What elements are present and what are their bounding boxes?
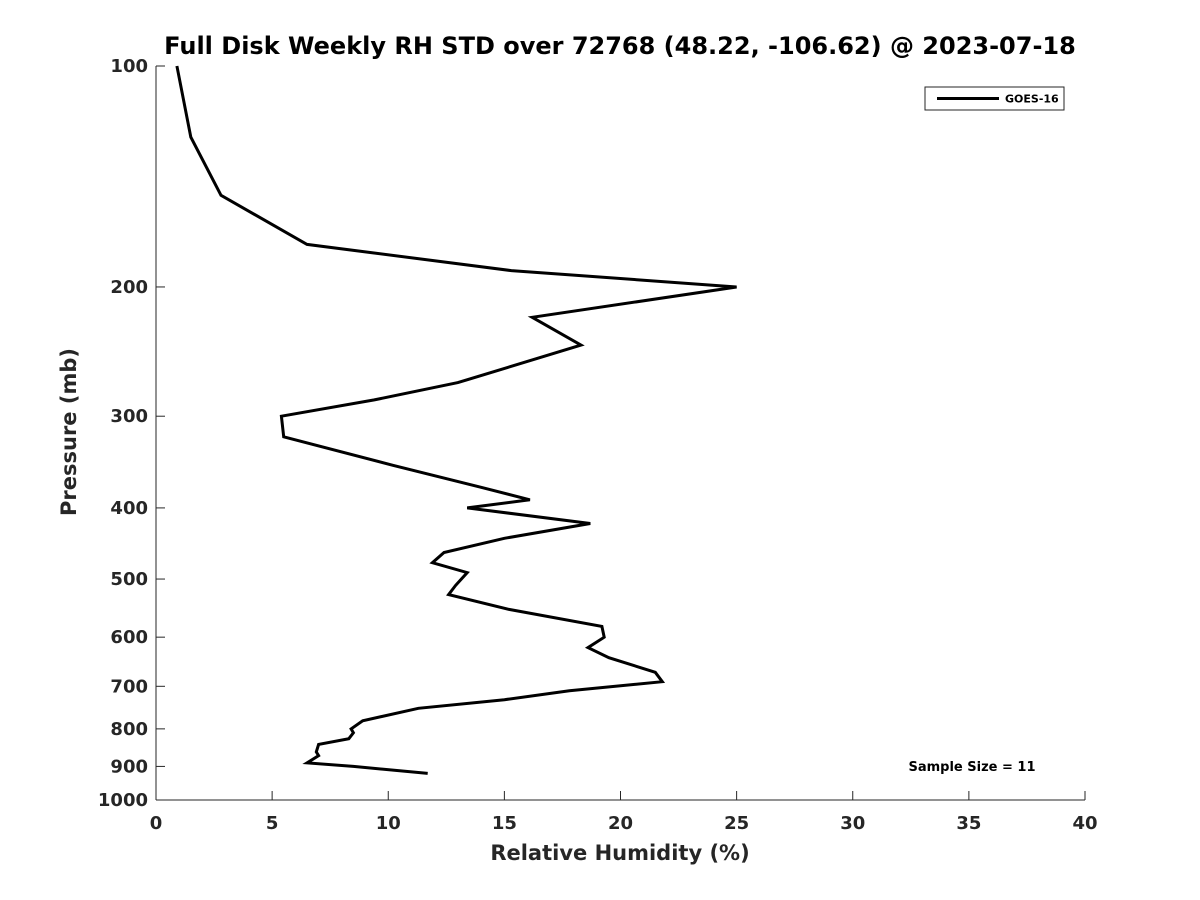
y-tick-label: 900 <box>110 756 148 777</box>
y-axis: 100 200 300 400 500 600 700 800 900 1000 <box>98 56 165 811</box>
y-axis-label: Pressure (mb) <box>57 348 81 516</box>
legend: GOES-16 <box>924 86 1065 111</box>
y-tick-label: 400 <box>110 498 148 519</box>
x-tick-label: 25 <box>724 813 749 834</box>
x-axis-label: Relative Humidity (%) <box>490 841 749 865</box>
x-tick-label: 40 <box>1072 813 1097 834</box>
x-axis: 0 5 10 15 20 25 30 35 40 <box>150 791 1098 834</box>
x-tick-label: 10 <box>376 813 401 834</box>
legend-label-goes16: GOES-16 <box>1005 93 1059 106</box>
y-tick-label: 600 <box>110 627 148 648</box>
x-tick-label: 20 <box>608 813 633 834</box>
y-tick-label: 200 <box>110 277 148 298</box>
x-tick-label: 5 <box>266 813 279 834</box>
series-line-goes-16 <box>175 65 737 775</box>
y-tick-label: 500 <box>110 569 148 590</box>
y-tick-label: 700 <box>110 676 148 697</box>
x-tick-label: 0 <box>150 813 163 834</box>
y-tick-label: 1000 <box>98 790 148 811</box>
x-tick-label: 15 <box>492 813 517 834</box>
x-tick-label: 30 <box>840 813 865 834</box>
x-tick-label: 35 <box>956 813 981 834</box>
y-tick-label: 100 <box>110 56 148 77</box>
y-tick-label: 800 <box>110 719 148 740</box>
sample-size-annotation: Sample Size = 11 <box>908 760 1035 775</box>
series-layer <box>175 65 737 775</box>
y-tick-label: 300 <box>110 406 148 427</box>
chart-title: Full Disk Weekly RH STD over 72768 (48.2… <box>164 32 1076 60</box>
